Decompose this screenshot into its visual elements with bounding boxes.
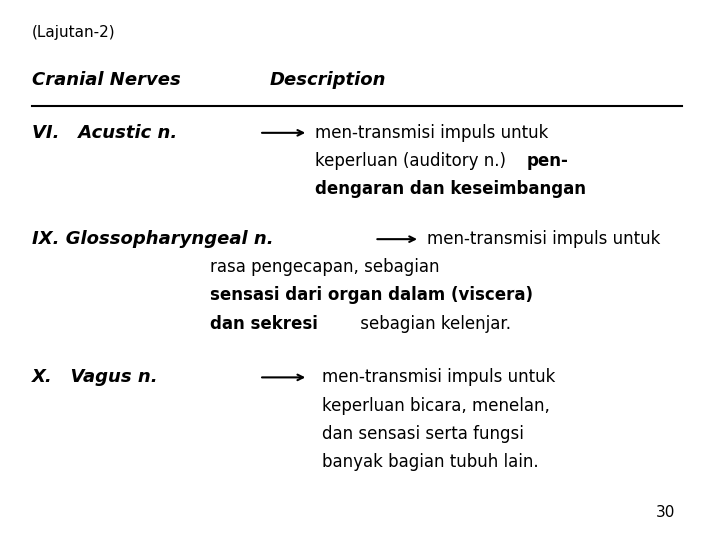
Text: VI.   Acustic n.: VI. Acustic n. xyxy=(32,124,177,142)
Text: men-transmisi impuls untuk: men-transmisi impuls untuk xyxy=(315,124,549,142)
Text: keperluan (auditory n.): keperluan (auditory n.) xyxy=(315,152,516,170)
Text: Description: Description xyxy=(270,71,386,89)
Text: rasa pengecapan, sebagian: rasa pengecapan, sebagian xyxy=(210,258,440,276)
Text: pen-: pen- xyxy=(527,152,569,170)
Text: keperluan bicara, menelan,: keperluan bicara, menelan, xyxy=(322,396,550,415)
Text: men-transmisi impuls untuk: men-transmisi impuls untuk xyxy=(427,230,660,248)
Text: men-transmisi impuls untuk: men-transmisi impuls untuk xyxy=(322,368,555,386)
Text: dan sekresi: dan sekresi xyxy=(210,315,318,333)
Text: dengaran dan keseimbangan: dengaran dan keseimbangan xyxy=(315,180,586,198)
Text: dan sensasi serta fungsi: dan sensasi serta fungsi xyxy=(322,425,524,443)
Text: banyak bagian tubuh lain.: banyak bagian tubuh lain. xyxy=(322,453,539,471)
Text: X.   Vagus n.: X. Vagus n. xyxy=(32,368,158,386)
Text: sebagian kelenjar.: sebagian kelenjar. xyxy=(355,315,511,333)
Text: 30: 30 xyxy=(655,505,675,520)
Text: Cranial Nerves: Cranial Nerves xyxy=(32,71,181,89)
Text: sensasi dari organ dalam (viscera): sensasi dari organ dalam (viscera) xyxy=(210,287,534,305)
Text: (Lajutan-2): (Lajutan-2) xyxy=(32,25,116,40)
Text: IX. Glossopharyngeal n.: IX. Glossopharyngeal n. xyxy=(32,230,274,248)
